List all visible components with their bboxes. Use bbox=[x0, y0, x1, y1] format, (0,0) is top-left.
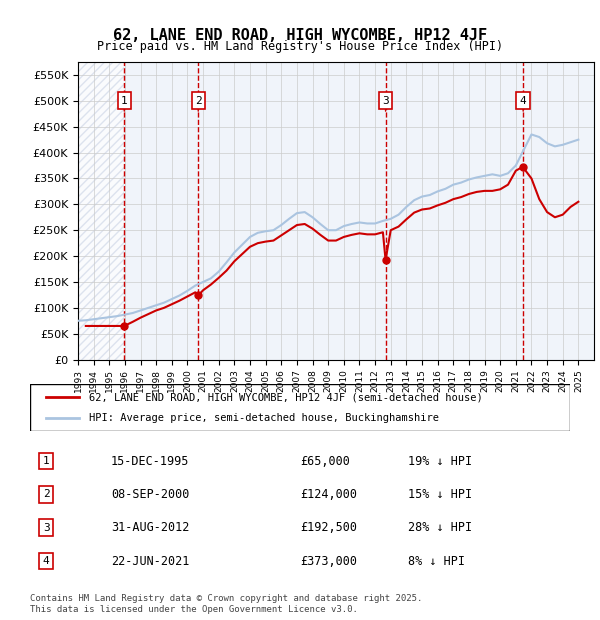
Bar bbox=[78, 62, 124, 360]
Text: £65,000: £65,000 bbox=[300, 454, 350, 467]
Text: 8% ↓ HPI: 8% ↓ HPI bbox=[408, 554, 465, 567]
Text: £373,000: £373,000 bbox=[300, 554, 357, 567]
Text: 3: 3 bbox=[43, 523, 50, 533]
Text: 1: 1 bbox=[121, 96, 128, 106]
Text: 15% ↓ HPI: 15% ↓ HPI bbox=[408, 488, 472, 501]
Text: 2: 2 bbox=[195, 96, 202, 106]
Text: 19% ↓ HPI: 19% ↓ HPI bbox=[408, 454, 472, 467]
Text: Price paid vs. HM Land Registry's House Price Index (HPI): Price paid vs. HM Land Registry's House … bbox=[97, 40, 503, 53]
Text: 31-AUG-2012: 31-AUG-2012 bbox=[111, 521, 190, 534]
Text: 62, LANE END ROAD, HIGH WYCOMBE, HP12 4JF (semi-detached house): 62, LANE END ROAD, HIGH WYCOMBE, HP12 4J… bbox=[89, 392, 483, 402]
Text: £124,000: £124,000 bbox=[300, 488, 357, 501]
Text: 62, LANE END ROAD, HIGH WYCOMBE, HP12 4JF: 62, LANE END ROAD, HIGH WYCOMBE, HP12 4J… bbox=[113, 28, 487, 43]
Text: 08-SEP-2000: 08-SEP-2000 bbox=[111, 488, 190, 501]
Text: Contains HM Land Registry data © Crown copyright and database right 2025.
This d: Contains HM Land Registry data © Crown c… bbox=[30, 595, 422, 614]
Text: 28% ↓ HPI: 28% ↓ HPI bbox=[408, 521, 472, 534]
Text: 15-DEC-1995: 15-DEC-1995 bbox=[111, 454, 190, 467]
Text: 4: 4 bbox=[520, 96, 527, 106]
Text: 22-JUN-2021: 22-JUN-2021 bbox=[111, 554, 190, 567]
Text: 1: 1 bbox=[43, 456, 50, 466]
Text: 3: 3 bbox=[382, 96, 389, 106]
Text: 2: 2 bbox=[43, 489, 50, 500]
Text: HPI: Average price, semi-detached house, Buckinghamshire: HPI: Average price, semi-detached house,… bbox=[89, 413, 439, 423]
Text: 4: 4 bbox=[43, 556, 50, 566]
Text: £192,500: £192,500 bbox=[300, 521, 357, 534]
